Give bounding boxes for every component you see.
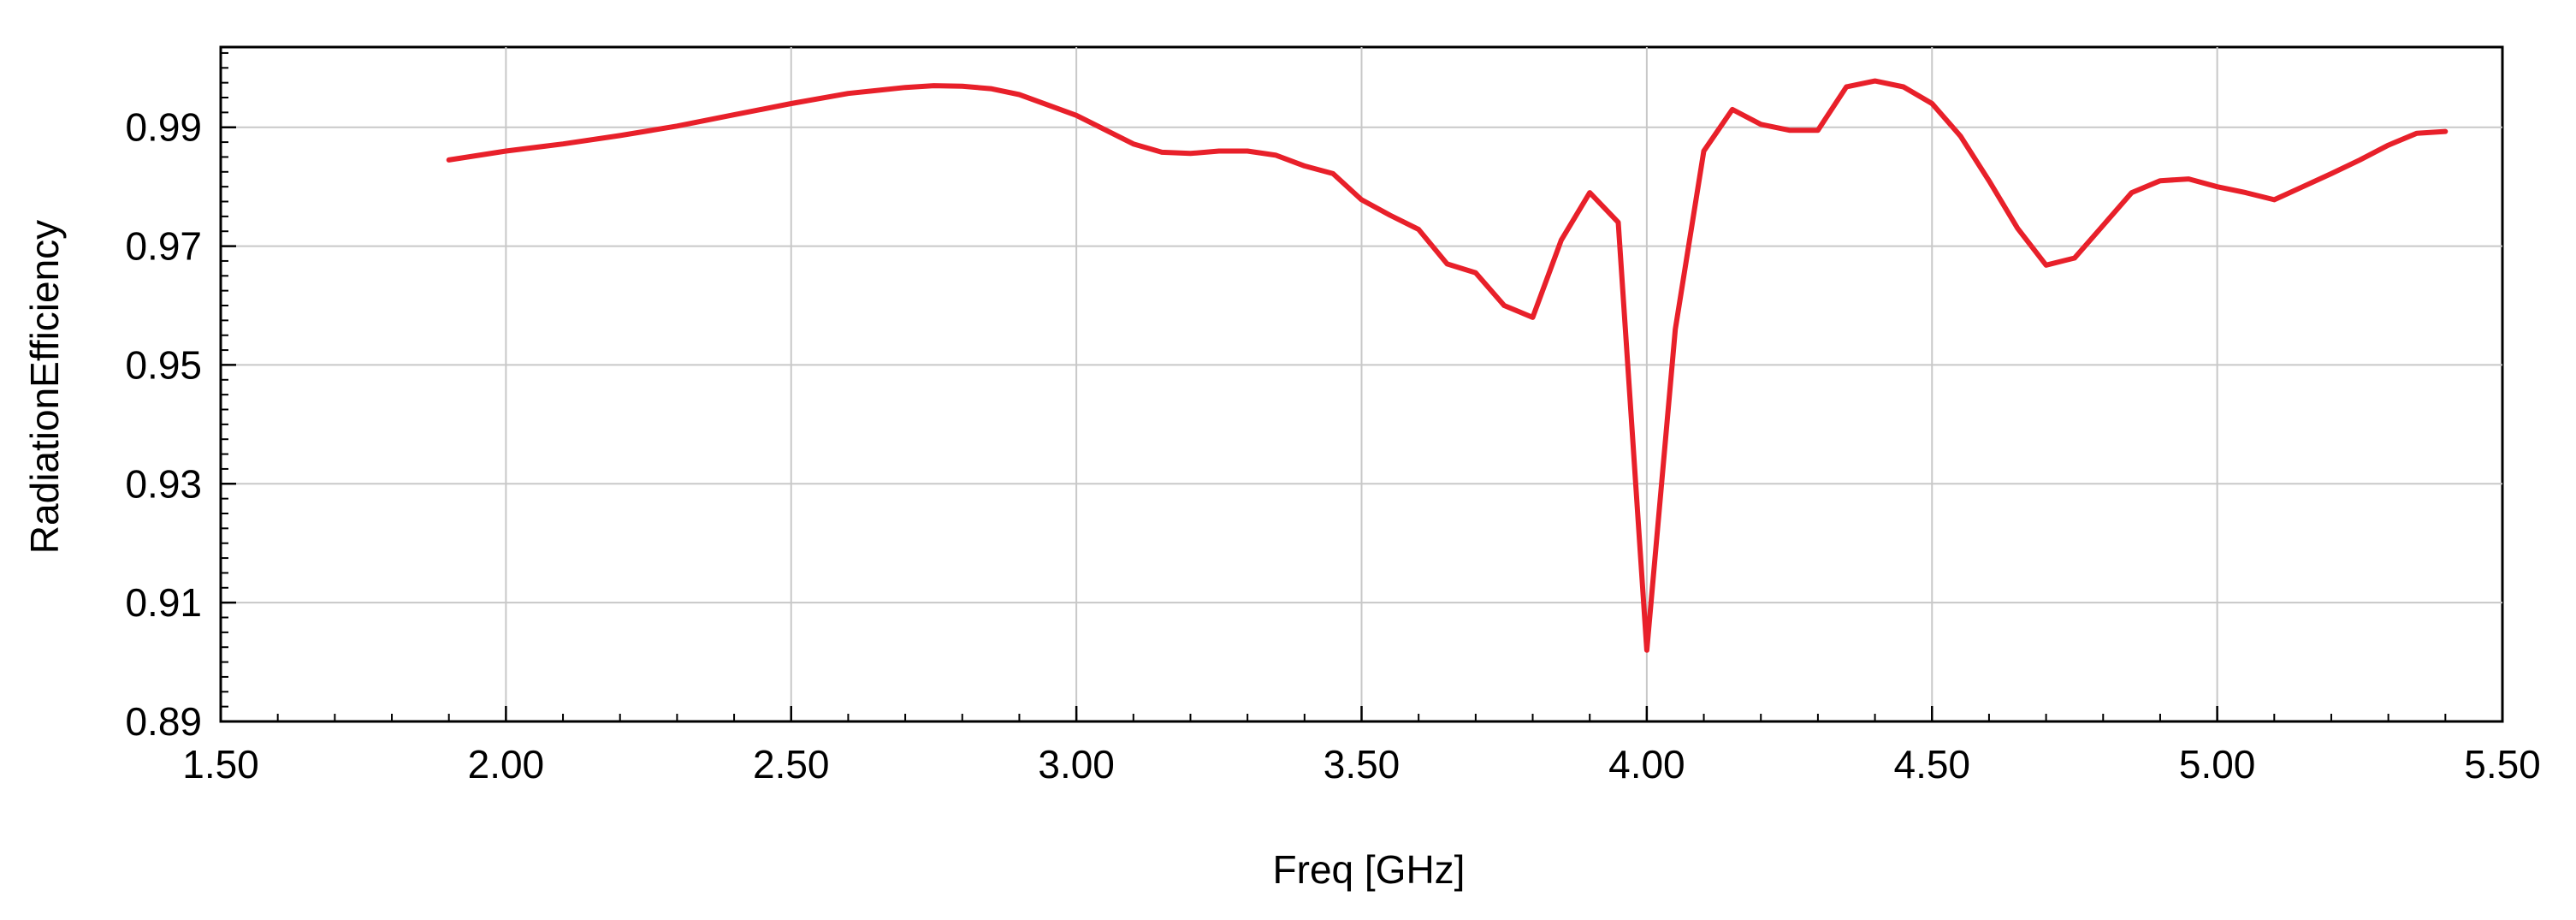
x-tick-label: 5.50 bbox=[2464, 742, 2541, 786]
series-layer bbox=[446, 78, 2449, 653]
x-axis-label: Freq [GHz] bbox=[1273, 847, 1466, 892]
grid-layer bbox=[219, 45, 2504, 723]
x-tick-label: 5.00 bbox=[2179, 742, 2256, 786]
x-tick-label: 1.50 bbox=[182, 742, 259, 786]
radiation-efficiency-series-line bbox=[446, 78, 2449, 653]
y-tick-label: 0.89 bbox=[125, 699, 202, 744]
y-axis-label: RadiationEfficiency bbox=[22, 220, 67, 554]
x-tick-label: 4.50 bbox=[1893, 742, 1970, 786]
y-tick-label: 0.97 bbox=[125, 224, 202, 269]
x-tick-label: 3.00 bbox=[1038, 742, 1115, 786]
y-tick-label: 0.93 bbox=[125, 461, 202, 506]
x-tick-label: 3.50 bbox=[1324, 742, 1401, 786]
y-tick-label: 0.91 bbox=[125, 580, 202, 625]
y-tick-label: 0.99 bbox=[125, 105, 202, 150]
x-tick-label: 2.00 bbox=[468, 742, 545, 786]
axis-layer: 1.50 2.00 2.50 3.00 3.50 4.00 4.50 5.00 5.50 0.89… bbox=[125, 51, 2541, 786]
y-tick-label: 0.95 bbox=[125, 342, 202, 387]
label-layer: Freq [GHz] RadiationEfficiency bbox=[22, 220, 1465, 892]
x-tick-label: 4.00 bbox=[1608, 742, 1685, 786]
x-tick-label: 2.50 bbox=[753, 742, 830, 786]
